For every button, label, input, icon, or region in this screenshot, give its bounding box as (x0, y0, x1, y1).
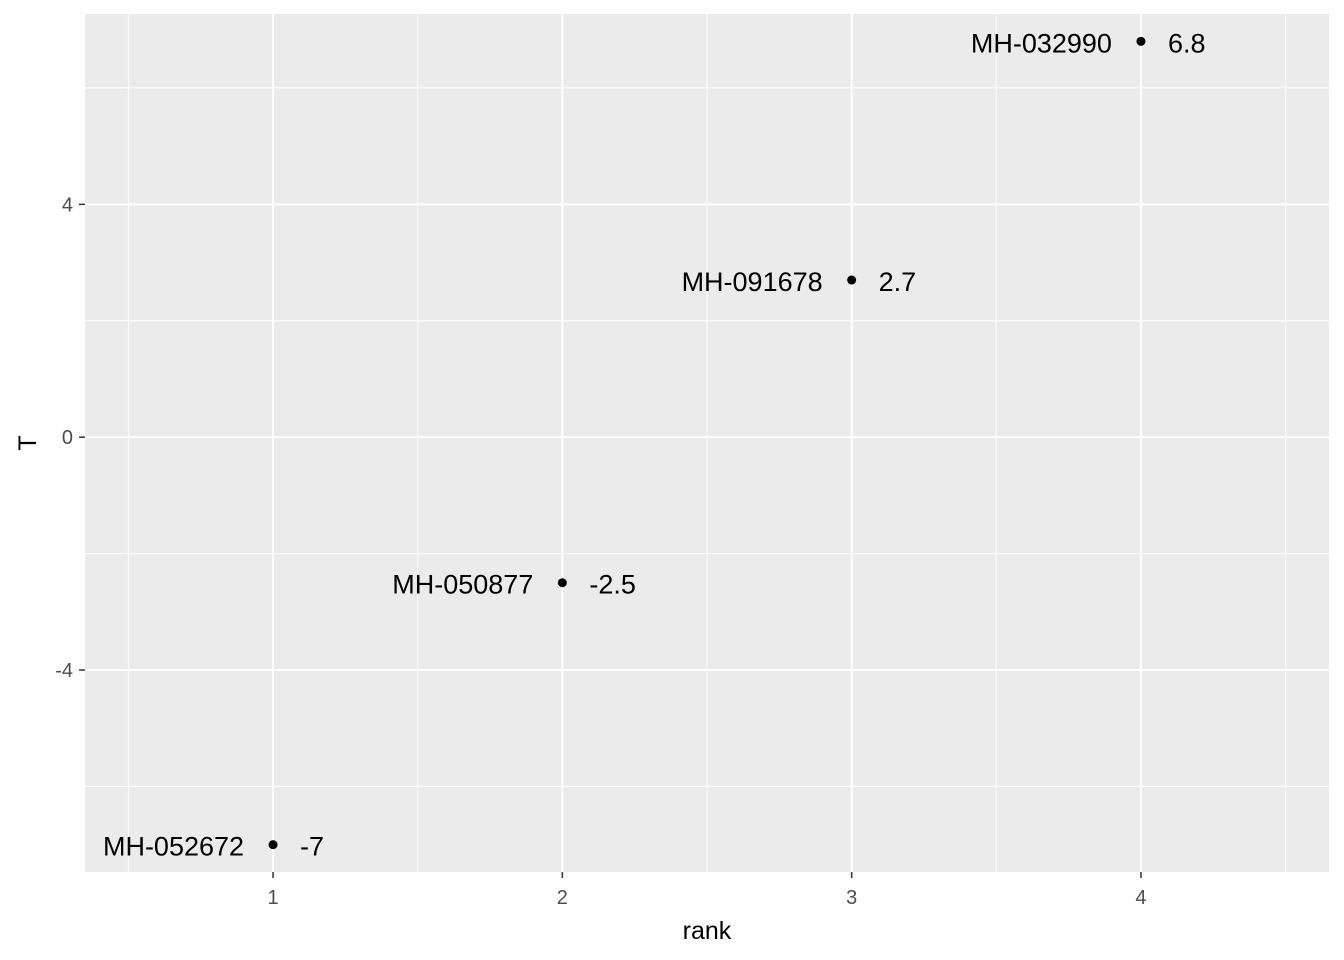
point-value-label: 6.8 (1168, 28, 1206, 58)
x-axis-ticks: 1 2 3 4 (267, 872, 1147, 909)
minor-gridlines (85, 14, 1329, 872)
data-point (557, 578, 567, 588)
point-value-label: 2.7 (879, 267, 917, 297)
point-labels: MH-052672 -7 MH-050877 -2.5 MH-091678 2.7 MH-0… (103, 28, 1206, 861)
x-tick-label: 4 (1135, 887, 1146, 909)
y-tick-label: -4 (55, 660, 73, 682)
point-name-label: MH-052672 (103, 832, 244, 862)
y-tick-label: 0 (62, 427, 73, 449)
x-tick-label: 1 (267, 887, 278, 909)
point-value-label: -7 (300, 832, 324, 862)
major-gridlines (85, 14, 1329, 872)
y-tick-label: 4 (62, 194, 73, 216)
point-value-label: -2.5 (589, 570, 636, 600)
x-axis-title: rank (683, 917, 732, 945)
data-points (268, 36, 1146, 850)
data-point (268, 840, 278, 850)
point-name-label: MH-091678 (682, 267, 823, 297)
y-axis-ticks: -4 0 4 (55, 194, 85, 682)
point-name-label: MH-032990 (971, 28, 1112, 58)
point-name-label: MH-050877 (392, 570, 533, 600)
data-point (847, 275, 857, 285)
x-tick-label: 3 (846, 887, 857, 909)
y-axis-title: T (14, 435, 42, 450)
data-point (1136, 36, 1146, 46)
x-tick-label: 2 (557, 887, 568, 909)
